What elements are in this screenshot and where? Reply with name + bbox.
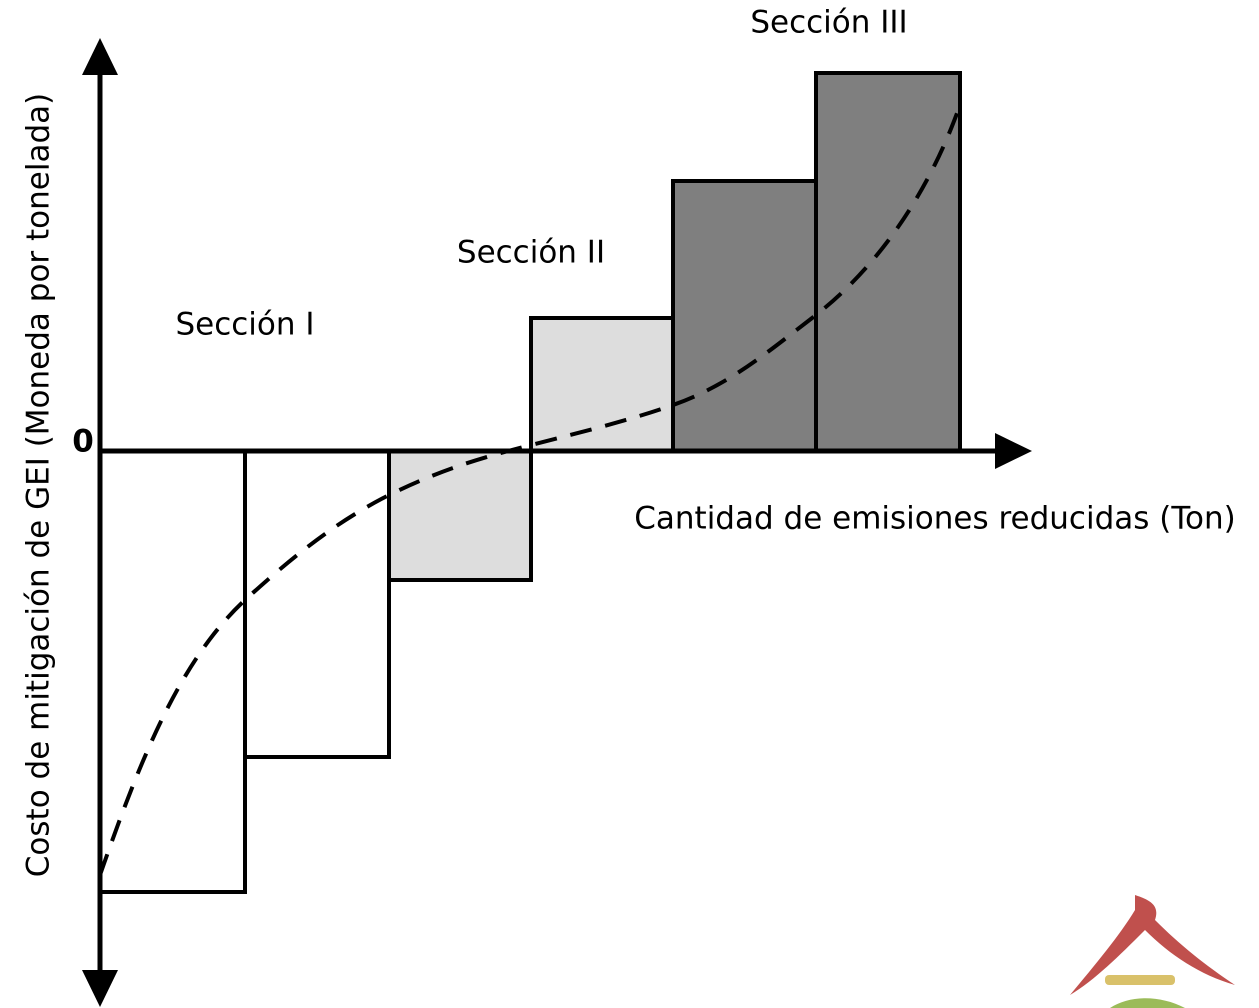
y-axis-label: Costo de mitigación de GEI (Moneda por t… xyxy=(21,93,57,877)
section-label: Sección I xyxy=(175,307,314,343)
logo xyxy=(1070,895,1235,1008)
origin-label: 0 xyxy=(72,424,94,460)
section-label: Sección II xyxy=(457,235,605,271)
x-arrow xyxy=(995,433,1032,469)
x-axis-label: Cantidad de emisiones reducidas (Ton) xyxy=(634,501,1235,537)
bar xyxy=(529,316,675,453)
y-arrow-up xyxy=(82,38,118,75)
y-arrow-down xyxy=(82,970,118,1007)
bars xyxy=(98,71,962,894)
bar xyxy=(387,449,533,582)
bar xyxy=(814,71,962,453)
cost-curve xyxy=(98,104,962,876)
section-label: Sección III xyxy=(750,5,907,41)
bar xyxy=(671,179,818,453)
bar xyxy=(98,449,247,894)
bar xyxy=(243,449,391,759)
